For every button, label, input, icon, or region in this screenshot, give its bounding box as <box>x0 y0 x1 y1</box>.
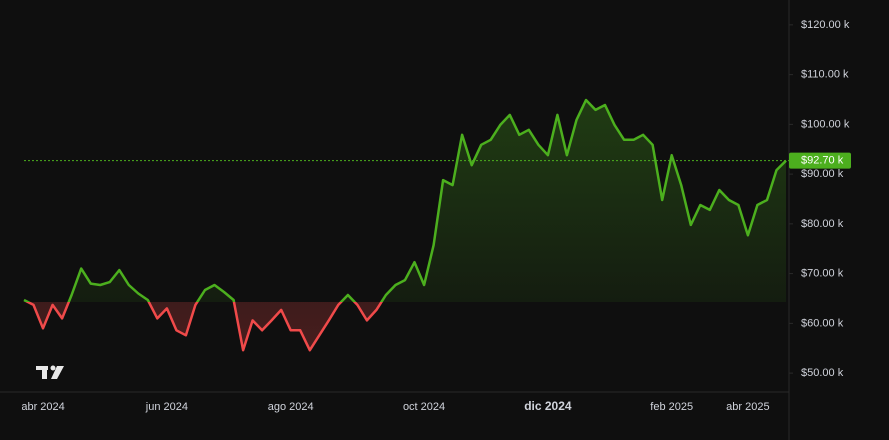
x-tick-label: feb 2025 <box>650 401 693 413</box>
last-price-label: $92.70 k <box>801 155 844 167</box>
x-tick-label: jun 2024 <box>145 401 188 413</box>
y-tick-label: $80.00 k <box>801 218 844 230</box>
line-up <box>23 98 787 302</box>
x-tick-label: ago 2024 <box>268 401 314 413</box>
y-tick-label: $100.00 k <box>801 118 850 130</box>
x-axis: abr 2024 jun 2024 ago 2024 oct 2024 dic 2024… <box>21 399 770 413</box>
x-tick-label: oct 2024 <box>403 401 445 413</box>
y-tick-label: $60.00 k <box>801 317 844 329</box>
x-tick-label: abr 2024 <box>21 401 64 413</box>
y-tick-label: $110.00 k <box>801 69 849 81</box>
logo <box>36 365 64 379</box>
line-down <box>25 301 383 352</box>
area-down <box>27 301 382 351</box>
y-tick-label: $90.00 k <box>801 168 844 180</box>
x-tick-label: dic 2024 <box>524 399 572 413</box>
last-price-tag <box>789 152 851 169</box>
y-tick-label: $70.00 k <box>801 268 844 280</box>
y-tick-label: $50.00 k <box>801 367 844 379</box>
area-up <box>24 100 786 302</box>
y-tick-label: $120.00 k <box>801 19 850 31</box>
x-tick-label: abr 2025 <box>726 401 769 413</box>
